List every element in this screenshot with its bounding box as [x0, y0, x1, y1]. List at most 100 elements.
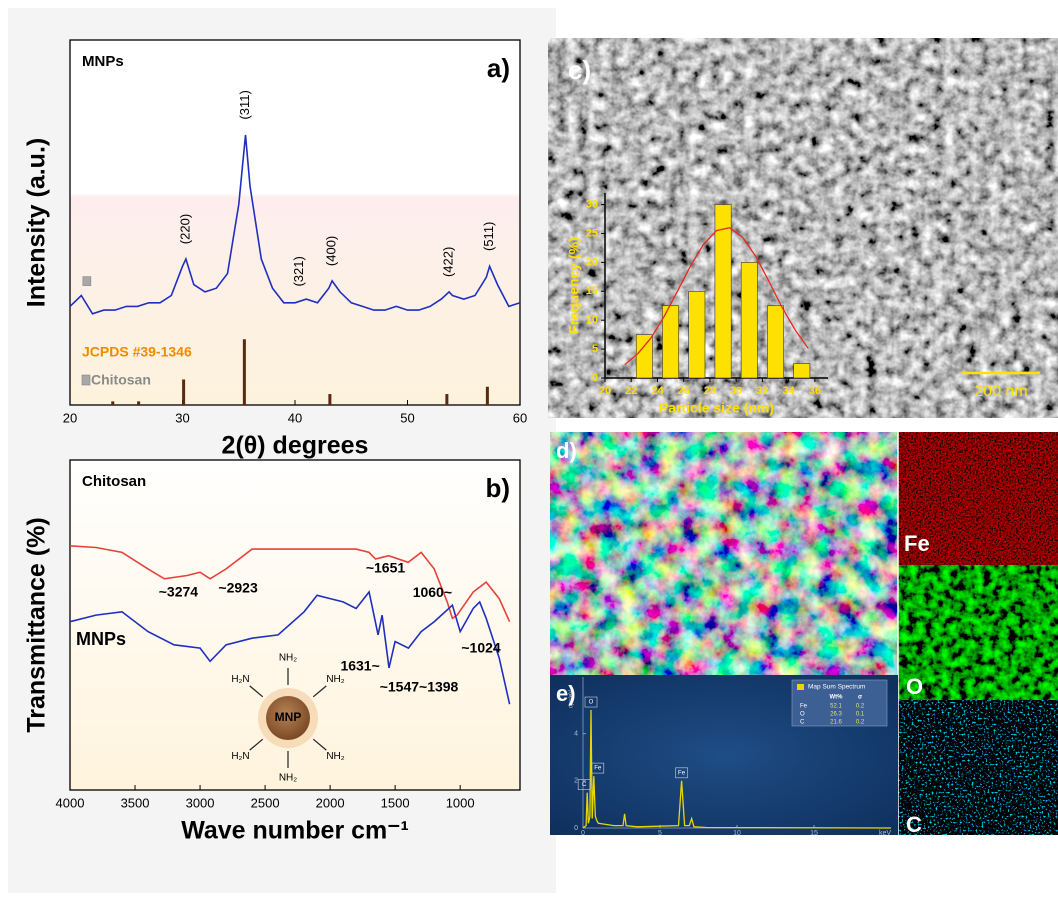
element-label: O [906, 674, 923, 699]
x-tick-label: 15 [810, 830, 818, 837]
x-tick-label: 36 [809, 385, 821, 397]
table-cell: 52.1 [830, 704, 842, 710]
legend-swatch [82, 375, 90, 385]
peak-label: (220) [177, 214, 192, 244]
x-axis-label: Wave number cm⁻¹ [181, 817, 409, 845]
peak-label: C [582, 782, 587, 788]
y-tick-label: 20 [586, 256, 598, 268]
table-cell: 21.6 [830, 720, 842, 726]
panel-label: d) [556, 438, 577, 463]
panel-label: e) [556, 681, 576, 706]
ligand-label: NH₂ [279, 773, 297, 784]
band-label: 1060~ [413, 584, 452, 600]
table-cell: C [800, 720, 805, 726]
x-tick-label: 20 [63, 410, 77, 425]
x-tick-label: 50 [400, 410, 414, 425]
scale-bar-label: 200 nm [974, 383, 1027, 400]
legend-label: Chitosan [91, 372, 151, 388]
band-label: ~3274 [159, 584, 199, 600]
y-tick-label: 4 [574, 730, 578, 737]
x-tick-label: 20 [599, 385, 611, 397]
x-axis-label: 2(θ) degrees [222, 432, 369, 460]
figure: d) Fe O C 20304050602(θ) degreesIntensit… [0, 0, 1058, 897]
band-label: ~1547~1398 [380, 679, 459, 695]
particle-label: MNP [275, 710, 302, 724]
x-tick-label: 40 [288, 410, 302, 425]
panel-label: b) [485, 473, 510, 503]
band-label: ~1651 [366, 560, 406, 576]
bar [767, 306, 783, 378]
x-tick-label: 22 [625, 385, 637, 397]
y-axis-label: Intensity (a.u.) [23, 138, 51, 307]
x-tick-label: 24 [651, 385, 664, 397]
y-tick-label: 25 [586, 227, 598, 239]
peak-label: (511) [481, 222, 496, 251]
y-tick-label: 0 [574, 825, 578, 832]
bar [689, 291, 705, 378]
x-tick-label: 30 [175, 410, 189, 425]
x-tick-label: 3500 [121, 795, 150, 810]
x-tick-label: 0 [581, 830, 585, 837]
y-tick-label: 15 [586, 285, 598, 297]
ligand-label: NH₂ [326, 751, 344, 762]
x-tick-label: 1000 [446, 795, 475, 810]
series-label: MNPs [76, 629, 126, 649]
x-tick-label: 60 [513, 410, 527, 425]
bar [741, 262, 757, 378]
x-tick-label: 4000 [56, 795, 85, 810]
table-cell: 0.1 [856, 712, 865, 718]
panel-label: a) [487, 53, 510, 83]
sem-image [548, 38, 1058, 418]
c-map [898, 700, 1058, 835]
band-label: 1631~ [340, 658, 379, 674]
panel-label: c) [568, 55, 591, 85]
chart-title: MNPs [82, 53, 124, 70]
peak-label: Fe [678, 770, 686, 776]
element-label: C [906, 812, 922, 837]
x-tick-label: 10 [733, 830, 741, 837]
legend-swatch [797, 684, 804, 690]
peak-label: (321) [291, 256, 306, 286]
x-tick-label: 1500 [381, 795, 410, 810]
table-header: σ [858, 695, 862, 701]
x-axis-label: keV [879, 830, 891, 837]
peak-label: O [589, 700, 594, 706]
band-label: ~1024 [461, 640, 501, 656]
peak-label: Fe [594, 766, 602, 772]
ligand-label: H₂N [231, 751, 249, 762]
x-tick-label: 2500 [251, 795, 280, 810]
table-cell: 0.2 [856, 720, 865, 726]
peak-label: (311) [237, 90, 252, 119]
x-tick-label: 30 [730, 385, 742, 397]
y-axis-label: Frequency (%) [566, 237, 582, 333]
x-tick-label: 26 [678, 385, 690, 397]
y-tick-label: 30 [586, 198, 598, 210]
ligand-label: NH₂ [326, 674, 344, 685]
element-label: Fe [904, 531, 930, 556]
chitosan-marker [83, 277, 91, 286]
x-axis-label: Particle size (nm) [659, 400, 774, 416]
table-cell: O [800, 712, 805, 718]
x-tick-label: 2000 [316, 795, 345, 810]
table-header: Wt% [830, 695, 844, 701]
y-tick-label: 0 [592, 372, 598, 384]
bar [662, 306, 678, 378]
y-tick-label: 10 [586, 314, 598, 326]
bar [794, 364, 810, 378]
x-tick-label: 5 [658, 830, 662, 837]
x-tick-label: 28 [704, 385, 716, 397]
reference-label: JCPDS #39-1346 [82, 344, 192, 360]
x-tick-label: 3000 [186, 795, 215, 810]
series-label: Chitosan [82, 473, 146, 490]
table-cell: 0.2 [856, 704, 865, 710]
ligand-label: NH₂ [279, 653, 297, 664]
table-title: Map Sum Spectrum [808, 684, 865, 691]
table-cell: Fe [800, 704, 808, 710]
bar [636, 335, 652, 378]
table-cell: 26.3 [830, 712, 842, 718]
y-tick-label: 5 [592, 343, 598, 355]
x-tick-label: 32 [756, 385, 768, 397]
eds-overlay-map [550, 432, 898, 675]
band-label: ~2923 [218, 580, 258, 596]
x-tick-label: 34 [783, 385, 796, 397]
